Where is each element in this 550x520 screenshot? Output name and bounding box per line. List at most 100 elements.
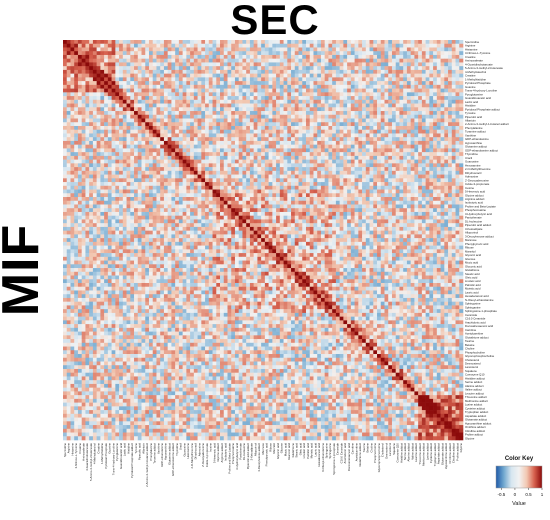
heatmap-cell	[291, 178, 296, 183]
heatmap-cell	[354, 137, 359, 142]
heatmap-cell	[294, 118, 299, 123]
heatmap-cell	[406, 148, 411, 153]
heatmap-cell	[399, 182, 404, 187]
heatmap-cell	[167, 144, 172, 149]
heatmap-cell	[369, 111, 374, 116]
heatmap-cell	[414, 189, 419, 194]
heatmap-cell	[89, 43, 94, 48]
heatmap-cell	[335, 69, 340, 74]
heatmap-cell	[77, 211, 82, 216]
heatmap-cell	[264, 140, 269, 145]
heatmap-cell	[81, 99, 86, 104]
heatmap-cell	[253, 159, 258, 164]
heatmap-cell	[279, 152, 284, 157]
heatmap-cell	[347, 208, 352, 213]
heatmap-cell	[395, 81, 400, 86]
heatmap-cell	[152, 114, 157, 119]
heatmap-cell	[134, 54, 139, 59]
heatmap-cell	[388, 114, 393, 119]
heatmap-cell	[160, 137, 165, 142]
heatmap-cell	[74, 197, 79, 202]
heatmap-cell	[145, 178, 150, 183]
heatmap-cell	[369, 118, 374, 123]
heatmap-cell	[242, 66, 247, 71]
heatmap-cell	[317, 148, 322, 153]
heatmap-cell	[167, 185, 172, 190]
heatmap-cell	[197, 200, 202, 205]
heatmap-cell	[85, 182, 90, 187]
heatmap-cell	[350, 84, 355, 89]
heatmap-cell	[231, 163, 236, 168]
heatmap-cell	[212, 69, 217, 74]
heatmap-cell	[264, 170, 269, 175]
heatmap-cell	[358, 185, 363, 190]
heatmap-cell	[354, 167, 359, 172]
heatmap-cell	[253, 155, 258, 160]
heatmap-cell	[294, 122, 299, 127]
heatmap-cell	[317, 111, 322, 116]
heatmap-cell	[212, 144, 217, 149]
heatmap-cell	[451, 189, 456, 194]
heatmap-cell	[186, 111, 191, 116]
heatmap-cell	[190, 125, 195, 131]
heatmap-cell	[384, 197, 389, 202]
heatmap-cell	[193, 103, 198, 108]
heatmap-cell	[107, 163, 112, 168]
heatmap-cell	[354, 81, 359, 86]
heatmap-cell	[391, 125, 397, 131]
heatmap-cell	[377, 96, 382, 101]
heatmap-cell	[96, 167, 101, 172]
heatmap-cell	[66, 81, 71, 86]
heatmap-cell	[373, 125, 378, 131]
heatmap-cell	[410, 88, 415, 93]
heatmap-cell	[313, 182, 318, 187]
heatmap-cell	[182, 208, 187, 213]
heatmap-cell	[231, 170, 236, 175]
heatmap-cell	[436, 200, 441, 205]
heatmap-cell	[362, 178, 367, 183]
heatmap-cell	[324, 69, 329, 74]
heatmap-cell	[406, 40, 411, 45]
heatmap-cell	[433, 92, 438, 97]
heatmap-cell	[92, 54, 97, 59]
heatmap-cell	[190, 122, 195, 127]
heatmap-cell	[107, 211, 112, 216]
heatmap-cell	[111, 152, 116, 157]
heatmap-cell	[137, 148, 142, 153]
heatmap-cell	[81, 167, 86, 172]
heatmap-cell	[96, 189, 101, 194]
heatmap-cell	[403, 208, 408, 213]
heatmap-cell	[459, 77, 464, 82]
heatmap-cell	[193, 163, 198, 168]
heatmap-cell	[197, 211, 202, 216]
heatmap-cell	[455, 99, 460, 104]
heatmap-cell	[354, 144, 359, 149]
heatmap-cell	[63, 125, 68, 131]
heatmap-cell	[111, 125, 116, 131]
heatmap-cell	[249, 47, 254, 52]
heatmap-cell	[100, 155, 105, 160]
heatmap-cell	[272, 167, 277, 172]
heatmap-cell	[190, 167, 195, 172]
heatmap-cell	[81, 144, 86, 149]
heatmap-cell	[373, 140, 378, 145]
heatmap-cell	[365, 111, 370, 116]
heatmap-cell	[160, 114, 165, 119]
heatmap-cell	[343, 92, 348, 97]
heatmap-cell	[167, 193, 172, 198]
heatmap-cell	[242, 167, 247, 172]
heatmap-cell	[171, 197, 176, 202]
heatmap-cell	[309, 200, 314, 205]
heatmap-cell	[451, 103, 456, 108]
heatmap-cell	[448, 114, 453, 119]
heatmap-cell	[119, 107, 124, 112]
heatmap-cell	[231, 189, 236, 194]
heatmap-cell	[74, 174, 79, 179]
heatmap-cell	[406, 66, 411, 71]
heatmap-cell	[190, 103, 195, 108]
heatmap-cell	[369, 96, 374, 101]
heatmap-cell	[332, 58, 337, 63]
heatmap-cell	[201, 77, 206, 82]
heatmap-cell	[186, 148, 191, 153]
heatmap-cell	[257, 137, 262, 142]
